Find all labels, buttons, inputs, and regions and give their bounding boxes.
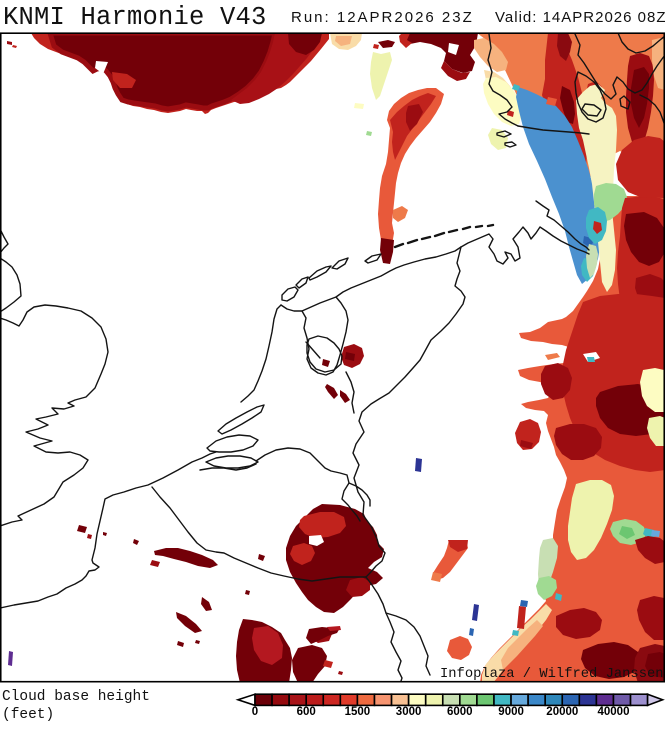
svg-text:600: 600 (297, 706, 316, 718)
svg-text:KNMI Harmonie V43: KNMI Harmonie V43 (3, 3, 267, 32)
svg-text:(feet): (feet) (2, 707, 54, 723)
svg-text:20000: 20000 (546, 706, 578, 718)
svg-text:1500: 1500 (345, 706, 371, 718)
svg-text:Valid: 14APR2026 08Z: Valid: 14APR2026 08Z (495, 9, 665, 26)
svg-text:3000: 3000 (396, 706, 422, 718)
svg-text:6000: 6000 (447, 706, 473, 718)
svg-text:Run: 12APR2026 23Z: Run: 12APR2026 23Z (291, 9, 474, 26)
svg-text:0: 0 (252, 706, 258, 718)
svg-text:9000: 9000 (498, 706, 524, 718)
svg-text:Cloud base height: Cloud base height (2, 689, 150, 705)
svg-text:Infoplaza / Wilfred Janssen: Infoplaza / Wilfred Janssen (440, 666, 664, 682)
svg-text:40000: 40000 (598, 706, 630, 718)
